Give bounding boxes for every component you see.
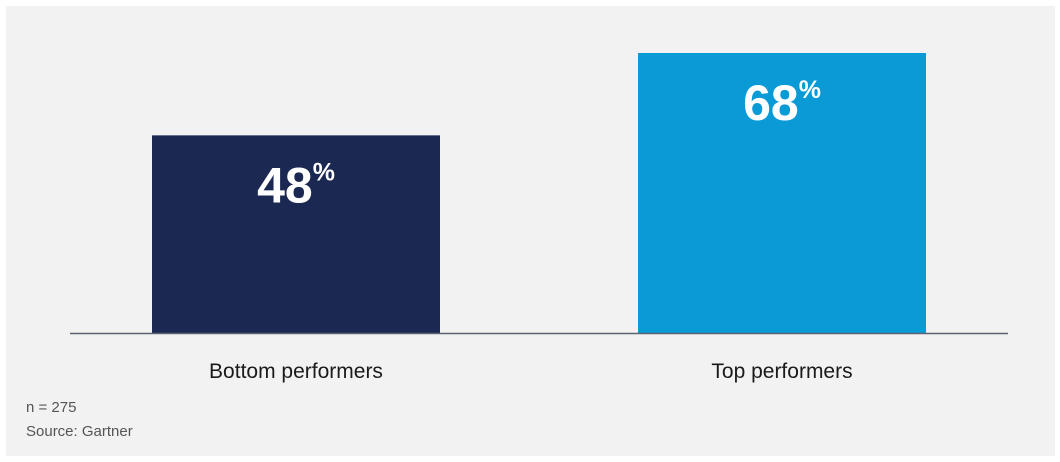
source-note: Source: Gartner — [26, 423, 133, 440]
bar-2 — [638, 53, 926, 333]
category-label: Top performers — [711, 360, 852, 383]
bar-value-label: 48% — [257, 157, 335, 213]
sample-size-note: n = 275 — [26, 399, 77, 416]
category-label: Bottom performers — [209, 360, 383, 383]
bar-value-label: 68% — [743, 75, 821, 131]
bar-1 — [152, 135, 440, 333]
